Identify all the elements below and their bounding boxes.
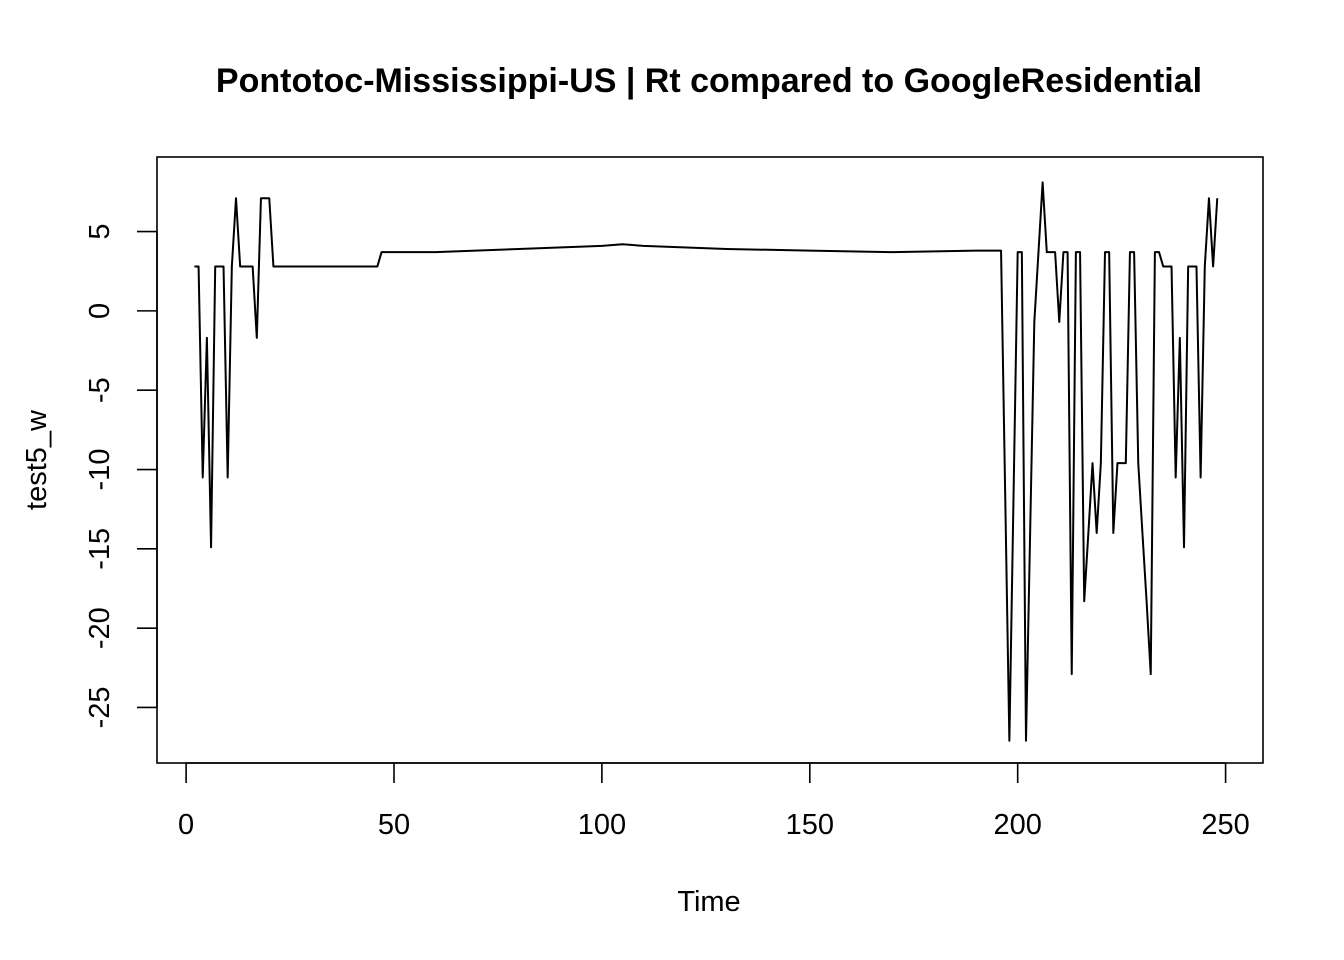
series-layer: [194, 181, 1219, 742]
y-tick-label: -5: [84, 377, 116, 403]
y-tick-label: -20: [84, 607, 116, 649]
x-tick-label: 50: [378, 809, 410, 841]
x-axis-label: Time: [677, 886, 740, 918]
y-axis-label: test5_w: [21, 409, 53, 510]
y-axis: -25 -20 -15 -10 -5 0 5: [84, 223, 158, 729]
y-tick-label: -25: [84, 687, 116, 729]
x-axis: 0 50 100 150 200 250: [178, 762, 1250, 841]
y-tick-label: 0: [84, 303, 116, 319]
y-tick-label: 5: [84, 223, 116, 239]
x-tick-label: 200: [993, 809, 1041, 841]
x-tick-label: 0: [178, 809, 194, 841]
x-tick-label: 100: [578, 809, 626, 841]
x-tick-label: 250: [1201, 809, 1249, 841]
chart-title: Pontotoc-Mississippi-US | Rt compared to…: [216, 62, 1202, 100]
y-tick-label: -10: [84, 449, 116, 491]
x-tick-label: 150: [786, 809, 834, 841]
y-tick-label: -15: [84, 528, 116, 570]
series-line-0: [194, 181, 1219, 742]
